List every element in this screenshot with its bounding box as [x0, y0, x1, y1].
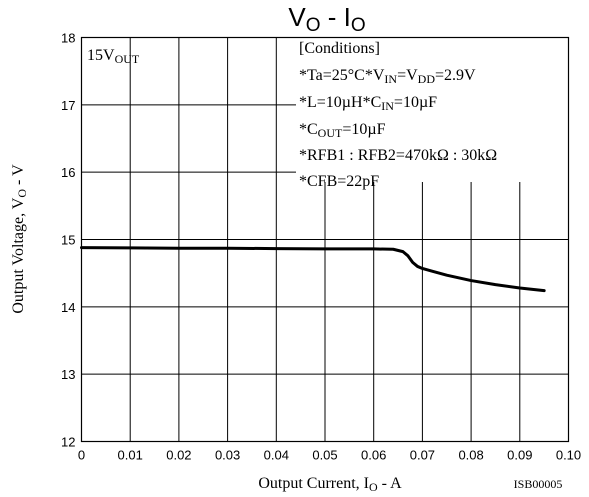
x-tick-label: 0.02: [166, 448, 191, 463]
x-tick-label: 0.07: [410, 448, 435, 463]
x-tick-label: 0.08: [458, 448, 483, 463]
conditions-block: [Conditions] *Ta=25°C*VIN=VDD=2.9V *L=10…: [296, 36, 568, 190]
conditions-header: [Conditions]: [299, 40, 380, 57]
y-tick-label: 16: [61, 165, 75, 180]
x-tick-label: 0.05: [312, 448, 337, 463]
x-tick-label: 0.01: [118, 448, 143, 463]
condition-line-1: *Ta=25°C*VIN=VDD=2.9V: [299, 67, 476, 86]
y-axis-label: Output Voltage, VO - V: [10, 164, 29, 314]
x-tick-label: 0: [78, 448, 85, 463]
condition-line-5: *CFB=22pF: [299, 173, 379, 190]
condition-line-3: *COUT=10µF: [299, 121, 386, 140]
y-tick-label: 18: [61, 31, 75, 46]
y-tick-labels: 12 13 14 15 16 17 18: [61, 31, 75, 450]
x-tick-label: 0.04: [264, 448, 289, 463]
output-label: 15VOUT: [87, 47, 140, 66]
x-tick-labels: 0 0.01 0.02 0.03 0.04 0.05 0.06 0.07 0.08 0.09 0.1…: [78, 448, 581, 463]
figure-code: ISB00005: [514, 477, 563, 491]
y-tick-label: 13: [61, 367, 75, 382]
plot-frame: [80, 36, 570, 443]
x-tick-label: 0.09: [507, 448, 532, 463]
x-axis-label: Output Current, IO - A: [258, 475, 402, 494]
x-tick-label: 0.10: [556, 448, 581, 463]
condition-line-4: *RFB1 : RFB2=470kΩ : 30kΩ: [299, 147, 497, 164]
y-tick-label: 15: [61, 233, 75, 248]
y-tick-label: 14: [61, 300, 75, 315]
series-line: [80, 246, 546, 293]
series-group: [80, 246, 546, 293]
chart-title: VO - IO: [288, 2, 365, 36]
x-tick-label: 0.03: [215, 448, 240, 463]
condition-line-2: *L=10µH*CIN=10µF: [299, 94, 437, 113]
conditions-background: [296, 36, 568, 182]
x-tick-label: 0.06: [361, 448, 386, 463]
y-tick-label: 17: [61, 98, 75, 113]
y-tick-label: 12: [61, 435, 75, 450]
